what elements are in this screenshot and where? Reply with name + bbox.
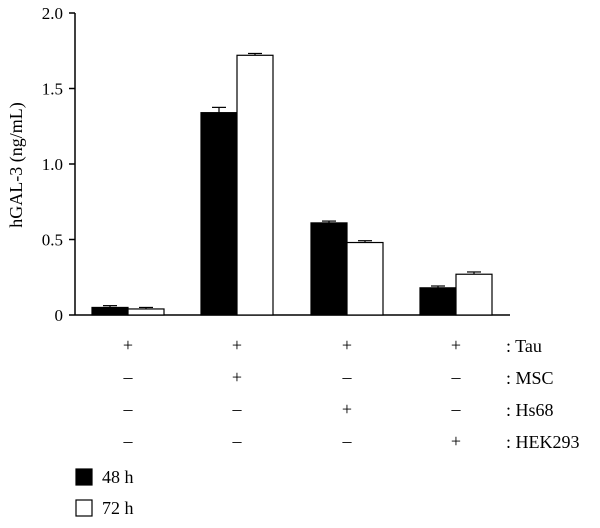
condition-mark: + [451, 431, 461, 451]
plot-axes: 0 0.5 1.0 1.5 2.0 [42, 4, 510, 325]
y-tick-label: 0.5 [42, 231, 63, 250]
condition-mark: – [123, 399, 134, 419]
condition-mark: + [232, 335, 242, 355]
legend-label: 72 h [102, 498, 134, 518]
legend: 48 h 72 h [75, 467, 134, 518]
condition-mark: + [342, 399, 352, 419]
condition-mark: – [451, 367, 462, 387]
bar [236, 54, 274, 316]
condition-mark: – [123, 367, 134, 387]
bars [91, 52, 493, 316]
condition-label: : Tau [506, 336, 542, 356]
condition-label: : MSC [506, 368, 554, 388]
bar [310, 222, 348, 316]
bar [91, 306, 129, 316]
condition-mark: – [232, 399, 243, 419]
y-tick-label: 0 [55, 306, 64, 325]
condition-mark: – [342, 367, 353, 387]
y-tick-label: 1.5 [42, 80, 63, 99]
legend-swatch [75, 468, 93, 486]
condition-mark: + [123, 335, 133, 355]
y-tick-label: 1.0 [42, 155, 63, 174]
bar [419, 287, 457, 316]
y-axis: hGAL-3 (ng/mL) [6, 102, 27, 227]
condition-mark: – [232, 431, 243, 451]
condition-label: : HEK293 [506, 432, 580, 452]
condition-table: + + + + : Tau – + – – : MSC – – + – : Hs68 – – – + : HEK293 [123, 335, 580, 452]
condition-mark: + [451, 335, 461, 355]
y-axis-label: hGAL-3 (ng/mL) [6, 102, 27, 227]
condition-mark: + [342, 335, 352, 355]
condition-mark: + [232, 367, 242, 387]
bar [455, 273, 493, 316]
condition-mark: – [123, 431, 134, 451]
condition-mark: – [342, 431, 353, 451]
condition-mark: – [451, 399, 462, 419]
legend-swatch [75, 499, 93, 517]
bar [200, 112, 238, 316]
bar [346, 241, 384, 316]
condition-label: : Hs68 [506, 400, 554, 420]
y-tick-label: 2.0 [42, 4, 63, 23]
legend-label: 48 h [102, 467, 134, 487]
bar [127, 308, 165, 316]
